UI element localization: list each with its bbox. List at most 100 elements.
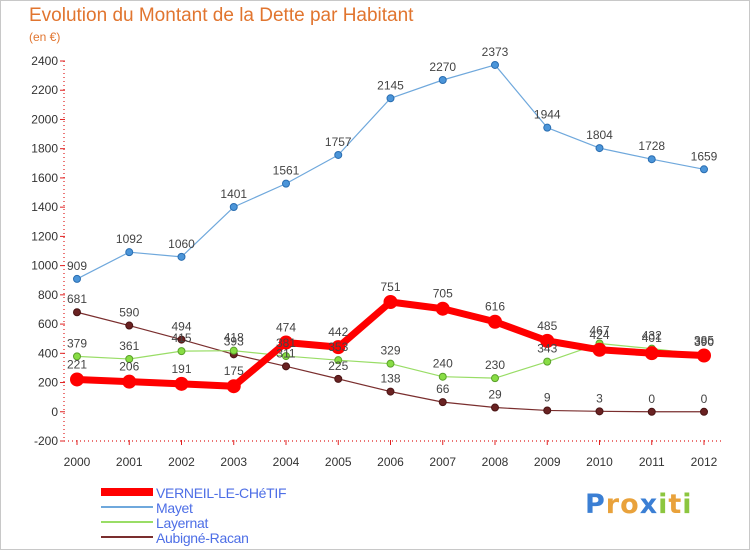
data-point-aubigne: [647, 407, 656, 416]
x-tick-label: 2007: [429, 455, 456, 469]
x-tick-label: 2001: [116, 455, 143, 469]
data-label-aubigne: 311: [276, 346, 295, 360]
data-point-mayet: [177, 252, 186, 261]
data-point-mayet: [229, 203, 238, 212]
y-tick-label: 800: [38, 288, 58, 302]
data-label-layernat: 432: [642, 329, 662, 343]
data-point-mayet: [647, 155, 656, 164]
data-point-mayet: [543, 123, 552, 132]
logo-letter: o: [620, 489, 640, 520]
logo-letter: r: [605, 489, 621, 520]
data-label-layernat: 415: [171, 331, 191, 345]
data-point-aubigne: [73, 308, 81, 317]
data-label-verneil: 474: [276, 320, 296, 334]
data-point-layernat: [491, 374, 499, 383]
y-tick-label: 600: [38, 317, 58, 331]
data-point-mayet: [386, 94, 395, 103]
data-label-verneil: 385: [694, 334, 714, 348]
x-tick-label: 2006: [377, 455, 404, 469]
legend-item-layernat: Layernat: [101, 515, 421, 531]
data-point-verneil: [644, 346, 659, 361]
logo-letter: i: [658, 489, 669, 520]
data-point-layernat: [177, 347, 186, 356]
y-tick-label: 200: [38, 376, 58, 390]
data-point-verneil: [383, 295, 398, 310]
data-label-verneil: 485: [537, 319, 557, 333]
chart-series: [70, 60, 711, 416]
data-label-aubigne: 0: [701, 392, 708, 406]
data-point-verneil: [331, 340, 346, 355]
legend-label-aubigne: Aubigné-Racan: [156, 530, 249, 546]
data-point-layernat: [73, 352, 81, 361]
data-label-verneil: 401: [642, 331, 662, 345]
data-point-aubigne: [543, 406, 552, 415]
logo-letter: i: [682, 489, 693, 520]
y-tick-label: 1800: [31, 142, 58, 156]
data-point-layernat: [125, 355, 134, 364]
data-label-mayet: 1092: [116, 232, 143, 246]
data-label-layernat: 418: [224, 331, 244, 345]
data-label-layernat: 390: [694, 335, 714, 349]
y-tick-label: 2000: [31, 112, 58, 126]
y-tick-label: 1400: [31, 200, 58, 214]
data-point-verneil: [697, 348, 711, 363]
y-tick-label: 1000: [31, 259, 58, 273]
data-label-layernat: 343: [537, 342, 557, 356]
data-label-verneil: 442: [328, 325, 348, 339]
data-label-aubigne: 3: [596, 391, 603, 405]
legend-label-mayet: Mayet: [156, 500, 193, 516]
data-label-aubigne: 29: [488, 388, 502, 402]
data-point-verneil: [540, 333, 555, 348]
data-point-verneil: [226, 379, 241, 394]
data-label-layernat: 467: [589, 324, 609, 338]
legend-item-aubigne: Aubigné-Racan: [101, 530, 421, 546]
x-tick-label: 2003: [220, 455, 247, 469]
data-label-aubigne: 681: [67, 292, 87, 306]
data-point-aubigne: [700, 407, 708, 416]
x-tick-label: 2009: [534, 455, 561, 469]
x-tick-label: 2011: [639, 455, 665, 469]
y-tick-label: -200: [34, 434, 58, 448]
x-tick-label: 2012: [691, 455, 718, 469]
data-label-verneil: 705: [433, 287, 453, 301]
data-label-mayet: 2270: [429, 60, 456, 74]
data-point-verneil: [279, 335, 293, 350]
chart-data-labels: 909 1092 1060 1401 1561 1757 2145 2270 2373 1944 1…: [67, 45, 718, 406]
logo-letter: P: [585, 489, 606, 520]
data-label-mayet: 1561: [273, 164, 300, 178]
data-label-mayet: 1757: [325, 135, 352, 149]
data-label-layernat: 361: [119, 339, 139, 353]
x-tick-label: 2005: [325, 455, 352, 469]
data-point-verneil: [174, 376, 189, 391]
data-label-verneil: 206: [119, 360, 139, 374]
data-label-aubigne: 225: [328, 359, 348, 373]
chart-subtitle: (en €): [29, 30, 61, 44]
data-point-aubigne: [282, 362, 290, 371]
data-label-layernat: 353: [328, 340, 348, 354]
y-tick-label: 0: [51, 405, 58, 419]
data-label-layernat: 240: [433, 357, 453, 371]
data-point-aubigne: [438, 398, 447, 407]
logo-letter: t: [668, 489, 683, 520]
data-point-aubigne: [595, 407, 604, 416]
y-tick-label: 2400: [31, 54, 58, 68]
data-point-aubigne: [491, 403, 499, 412]
legend-swatch-layernat: [101, 521, 153, 523]
data-point-mayet: [73, 274, 81, 283]
data-point-aubigne: [334, 374, 343, 383]
data-label-verneil: 751: [380, 280, 400, 294]
x-tick-label: 2002: [168, 455, 195, 469]
data-label-mayet: 1944: [534, 108, 561, 122]
data-label-mayet: 1401: [220, 187, 247, 201]
data-label-aubigne: 138: [380, 372, 400, 386]
data-point-mayet: [491, 60, 499, 69]
chart-legend: VERNEIL-LE-CHéTIF Mayet Layernat Aubigné…: [101, 485, 421, 546]
data-label-mayet: 1728: [638, 139, 665, 153]
data-point-layernat: [438, 372, 447, 381]
data-point-verneil: [435, 301, 450, 316]
chart-axes: -200020040060080010001200140016001800200…: [31, 54, 721, 469]
data-point-layernat: [543, 357, 552, 366]
data-point-verneil: [488, 314, 502, 329]
x-tick-label: 2004: [273, 455, 300, 469]
